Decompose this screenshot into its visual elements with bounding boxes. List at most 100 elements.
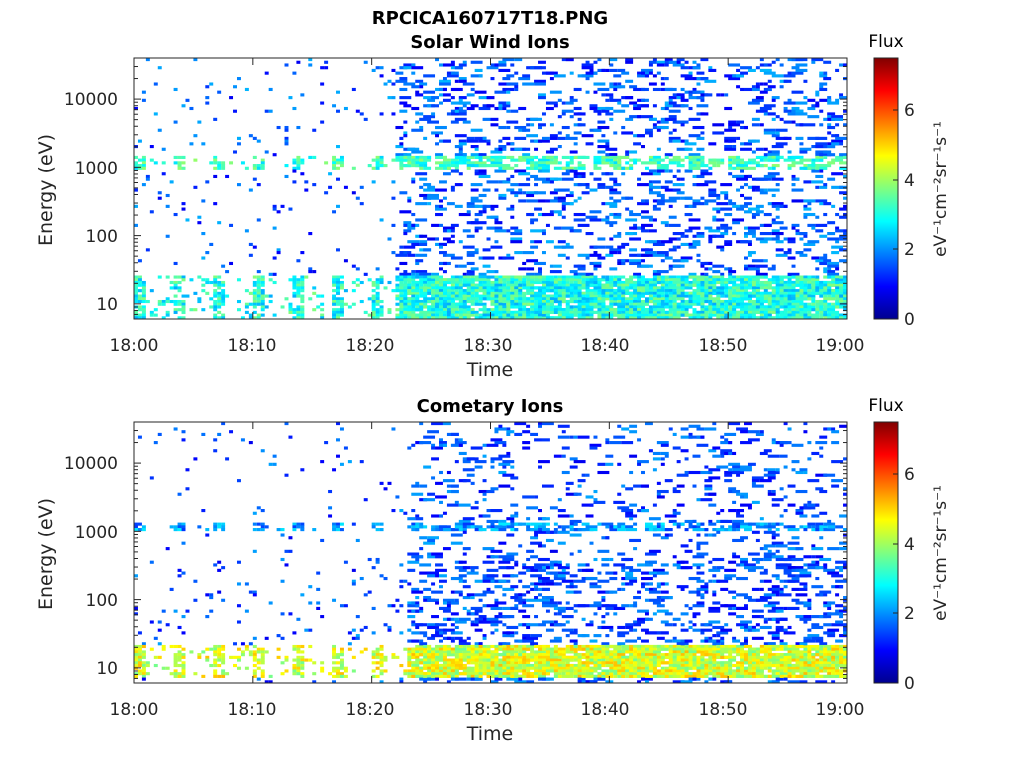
- heatmap-cell: [411, 294, 416, 298]
- y-tick-label: 10: [96, 295, 118, 315]
- heatmap-cell: [755, 96, 764, 100]
- heatmap-cell: [676, 313, 681, 317]
- heatmap-cell: [407, 663, 412, 668]
- heatmap-cell: [458, 264, 467, 268]
- heatmap-cell: [367, 557, 372, 562]
- heatmap-cell: [779, 299, 792, 304]
- heatmap-cell: [375, 308, 380, 312]
- heatmap-cell: [284, 563, 289, 567]
- heatmap-cell: [423, 115, 436, 119]
- heatmap-cell: [656, 147, 661, 151]
- heatmap-cell: [252, 289, 257, 293]
- heatmap-cell: [181, 541, 186, 545]
- heatmap-cell: [474, 226, 483, 230]
- heatmap-cell: [478, 299, 483, 304]
- heatmap-cell: [193, 291, 198, 295]
- heatmap-cell: [347, 647, 352, 651]
- heatmap-cell: [292, 631, 297, 635]
- heatmap-cell: [827, 316, 836, 320]
- heatmap-cell: [708, 275, 717, 279]
- heatmap-cell: [755, 188, 764, 192]
- heatmap-cell: [403, 280, 408, 285]
- heatmap-cell: [470, 506, 479, 510]
- heatmap-cell: [379, 653, 384, 657]
- heatmap-cell: [514, 422, 527, 426]
- heatmap-cell: [435, 161, 447, 165]
- heatmap-cell: [672, 188, 681, 192]
- heatmap-cell: [359, 280, 364, 285]
- heatmap-cell: [474, 647, 483, 651]
- heatmap-cell: [221, 672, 226, 676]
- heatmap-cell: [137, 259, 142, 263]
- heatmap-cell: [751, 150, 756, 154]
- heatmap-cell: [775, 234, 780, 238]
- heatmap-cell: [771, 150, 780, 154]
- heatmap-cell: [427, 278, 439, 282]
- heatmap-cell: [502, 623, 507, 627]
- heatmap-cell: [157, 128, 162, 132]
- heatmap-cell: [557, 253, 566, 257]
- heatmap-cell: [561, 291, 566, 295]
- heatmap-cell: [629, 316, 642, 320]
- heatmap-cell: [177, 653, 182, 657]
- heatmap-cell: [411, 177, 416, 181]
- heatmap-cell: [688, 93, 693, 97]
- heatmap-cell: [835, 240, 840, 244]
- heatmap-cell: [407, 552, 420, 556]
- heatmap-cell: [708, 229, 721, 233]
- heatmap-cell: [446, 674, 451, 678]
- heatmap-cell: [799, 280, 804, 285]
- heatmap-cell: [716, 161, 725, 165]
- heatmap-cell: [791, 289, 796, 293]
- heatmap-cell: [767, 166, 772, 170]
- heatmap-cell: [498, 68, 511, 72]
- heatmap-cell: [502, 587, 515, 591]
- heatmap-cell: [518, 199, 527, 203]
- heatmap-cell: [494, 278, 499, 282]
- heatmap-cell: [490, 669, 495, 673]
- heatmap-cell: [312, 528, 317, 532]
- heatmap-cell: [450, 623, 455, 627]
- heatmap-cell: [213, 316, 218, 320]
- heatmap-cell: [494, 188, 499, 192]
- heatmap-cell: [708, 68, 717, 72]
- heatmap-cell: [668, 297, 673, 301]
- heatmap-cell: [688, 106, 693, 111]
- heatmap-cell: [771, 202, 784, 206]
- heatmap-cell: [569, 278, 582, 282]
- heatmap-cell: [506, 125, 511, 130]
- heatmap-cell: [668, 289, 673, 293]
- heatmap-cell: [217, 221, 222, 225]
- heatmap-cell: [411, 242, 424, 246]
- heatmap-cell: [494, 313, 499, 317]
- heatmap-cell: [193, 308, 198, 312]
- heatmap-cell: [625, 297, 634, 301]
- heatmap-cell: [470, 283, 479, 287]
- heatmap-cell: [276, 125, 281, 130]
- heatmap-cell: [652, 87, 661, 92]
- heatmap-cell: [720, 294, 725, 298]
- heatmap-cell: [173, 669, 178, 673]
- heatmap-cell: [799, 123, 804, 127]
- heatmap-cell: [387, 628, 392, 632]
- heatmap-cell: [557, 289, 562, 293]
- heatmap-cell: [514, 560, 519, 564]
- heatmap-cell: [363, 498, 368, 502]
- heatmap-cell: [498, 666, 503, 670]
- heatmap-cell: [486, 519, 499, 523]
- heatmap-cell: [474, 297, 479, 301]
- heatmap-cell: [573, 166, 578, 170]
- heatmap-cell: [292, 522, 297, 526]
- heatmap-cell: [747, 291, 756, 295]
- heatmap-cell: [763, 104, 776, 108]
- heatmap-cell: [823, 310, 828, 314]
- heatmap-cell: [843, 299, 847, 304]
- heatmap-cell: [415, 120, 420, 124]
- heatmap-cell: [740, 71, 748, 75]
- heatmap-cell: [173, 655, 178, 659]
- heatmap-cell: [700, 112, 709, 116]
- heatmap-cell: [435, 655, 439, 659]
- heatmap-cell: [811, 226, 816, 230]
- heatmap-cell: [470, 297, 479, 301]
- heatmap-cell: [478, 642, 483, 646]
